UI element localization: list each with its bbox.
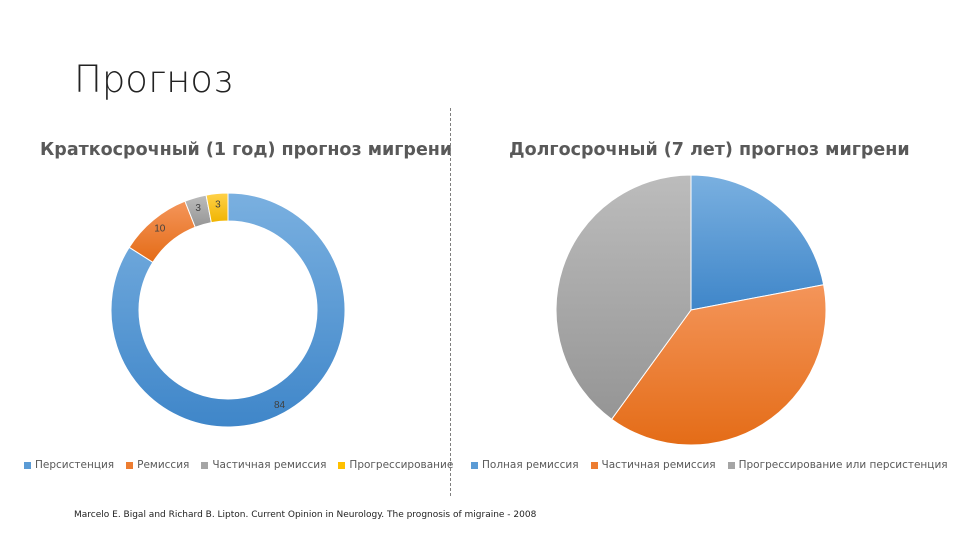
short-term-legend-swatch-4	[338, 461, 346, 469]
long-term-legend-swatch-1	[471, 461, 478, 469]
doughnut-data-label-4: 3	[215, 199, 221, 210]
long-term-legend-swatch-2	[590, 461, 598, 469]
long-term-legend-label-1: Полная ремиссия	[482, 459, 579, 471]
chart-title-long-term: Долгосрочный (7 лет) прогноз мигрени	[509, 140, 910, 160]
doughnut-data-label-3: 3	[195, 203, 201, 214]
doughnut-data-label-2: 10	[154, 224, 166, 235]
pie-slice-3	[555, 174, 692, 420]
short-term-legend-label-2: Ремиссия	[137, 459, 190, 471]
short-term-legend-item-4: Прогрессирование	[338, 459, 453, 471]
pie-slice-2	[610, 284, 827, 446]
short-term-legend-item-1: Персистенция	[24, 459, 114, 471]
long-term-legend-item-1: Полная ремиссия	[471, 459, 579, 471]
short-term-legend-label-4: Прогрессирование	[349, 459, 454, 471]
short-term-legend-label-1: Персистенция	[35, 459, 115, 471]
doughnut-chart-short-term: 84 10 3 3	[110, 192, 346, 428]
long-term-legend-item-3: Прогрессирование или персистенция	[727, 459, 948, 471]
short-term-legend-item-3: Частичная ремиссия	[201, 459, 326, 471]
legend-short-term: Персистенция Ремиссия Частичная ремиссия Пр…	[24, 459, 453, 471]
short-term-legend-swatch-3	[201, 461, 209, 469]
slide-title: Прогноз	[74, 58, 233, 101]
short-term-legend-swatch-1	[24, 461, 31, 469]
doughnut-slice-4	[205, 192, 229, 224]
short-term-legend-swatch-2	[126, 461, 134, 469]
long-term-legend-item-2: Частичная ремиссия	[590, 459, 716, 471]
divider	[450, 108, 451, 496]
short-term-legend-label-3: Частичная ремиссия	[212, 459, 327, 471]
chart-title-short-term: Краткосрочный (1 год) прогноз мигрени	[40, 140, 453, 160]
doughnut-data-label-1: 84	[274, 400, 286, 411]
pie-chart-long-term	[555, 174, 827, 446]
doughnut-slice-1	[110, 192, 346, 428]
pie-slice-1	[690, 174, 825, 311]
long-term-legend-label-3: Прогрессирование или персистенция	[738, 459, 948, 471]
source-citation: Marcelo E. Bigal and Richard B. Lipton. …	[74, 510, 537, 520]
short-term-legend-item-2: Ремиссия	[126, 459, 189, 471]
long-term-legend-label-2: Частичная ремиссия	[601, 459, 716, 471]
long-term-legend-swatch-3	[727, 461, 735, 469]
legend-long-term: Полная ремиссия Частичная ремиссия Прогрес…	[471, 459, 948, 471]
